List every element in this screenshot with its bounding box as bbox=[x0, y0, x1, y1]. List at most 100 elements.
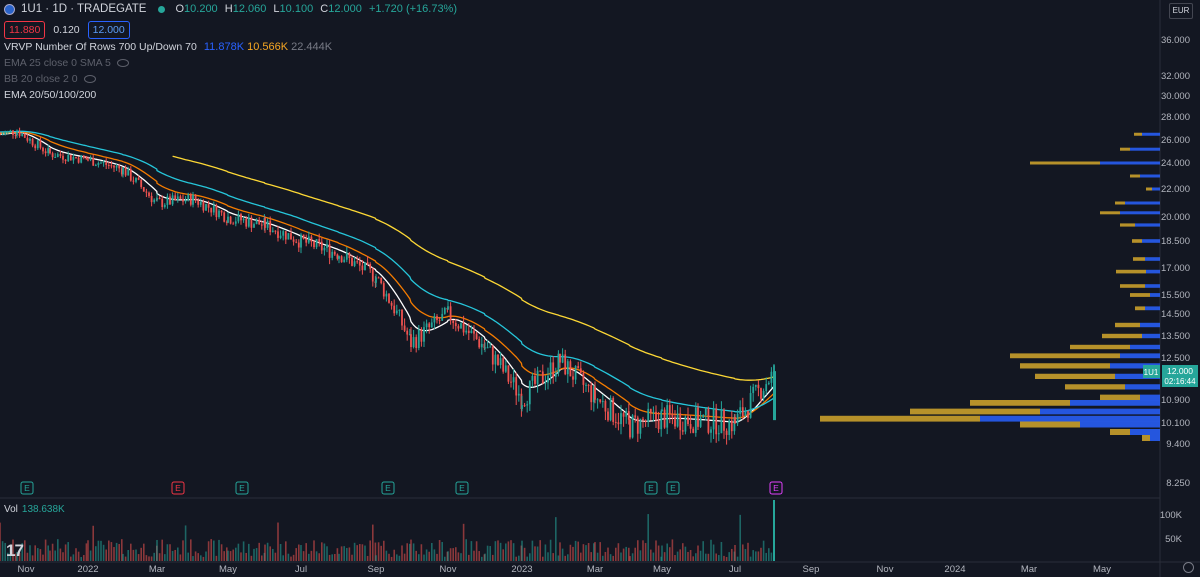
volume-bar bbox=[108, 540, 110, 561]
volume-bar bbox=[410, 539, 412, 561]
volume-bar bbox=[760, 547, 762, 561]
candle-body bbox=[14, 134, 17, 136]
ask-button[interactable]: 12.000 bbox=[87, 21, 130, 39]
volume-bar bbox=[242, 541, 245, 561]
candle-body bbox=[499, 358, 502, 365]
candle-body bbox=[174, 195, 177, 201]
candle-body bbox=[145, 191, 148, 193]
earnings-marker bbox=[644, 481, 658, 495]
volume-bar bbox=[549, 539, 552, 561]
volume-bar bbox=[689, 550, 692, 561]
candle-body bbox=[148, 192, 150, 196]
volume-bar bbox=[124, 556, 127, 561]
indicator-ema25[interactable]: EMA 25 close 0 SMA 5 bbox=[4, 57, 129, 69]
symbol-line[interactable]: 1U1 · 1D · TRADEGATE bbox=[21, 3, 147, 15]
candle-body bbox=[620, 413, 622, 425]
candle-body bbox=[433, 316, 436, 323]
candle-body bbox=[161, 198, 164, 208]
candle-body bbox=[596, 399, 599, 401]
tradingview-logo[interactable]: 17 bbox=[6, 541, 24, 560]
volume-bar bbox=[762, 540, 765, 561]
candle-body bbox=[16, 131, 18, 136]
volume-profile-up-bar bbox=[1142, 239, 1160, 243]
volume-bar bbox=[385, 550, 388, 561]
candle-body bbox=[351, 258, 353, 266]
candle-body bbox=[457, 326, 460, 329]
volume-bar bbox=[235, 547, 237, 561]
volume-bar bbox=[712, 544, 715, 561]
volume-bar bbox=[18, 552, 21, 561]
candle-body bbox=[517, 393, 520, 396]
volume-bar bbox=[529, 553, 531, 561]
volume-profile-up-bar bbox=[1070, 400, 1160, 406]
x-tick-label: Nov bbox=[877, 564, 894, 575]
candle-body bbox=[741, 407, 744, 416]
indicator-bb[interactable]: BB 20 close 2 0 bbox=[4, 73, 96, 85]
volume-bar bbox=[295, 548, 297, 561]
volume-bar bbox=[502, 549, 504, 561]
volume-bar bbox=[202, 556, 205, 561]
candle-body bbox=[113, 165, 115, 168]
candle-body bbox=[34, 145, 37, 149]
candle-body bbox=[179, 196, 182, 199]
candle-body bbox=[582, 372, 585, 385]
volume-bar bbox=[92, 525, 94, 561]
candle-body bbox=[94, 165, 97, 167]
y-tick-label: 18.500 bbox=[1161, 236, 1190, 247]
volume-bar bbox=[240, 552, 242, 561]
volume-profile-down-bar bbox=[970, 400, 1070, 406]
volume-profile-up-bar bbox=[1115, 373, 1160, 379]
settings-gear-icon[interactable] bbox=[1183, 562, 1194, 573]
volume-bar bbox=[118, 544, 120, 561]
candle-body bbox=[725, 430, 728, 435]
candle-body bbox=[557, 353, 560, 374]
volume-bar bbox=[127, 549, 129, 561]
candle-body bbox=[100, 162, 102, 164]
bid-button[interactable]: 11.880 bbox=[4, 21, 46, 39]
volume-bar bbox=[403, 553, 406, 561]
candle-body bbox=[699, 417, 702, 427]
volume-bar bbox=[226, 547, 228, 561]
candle-body bbox=[274, 230, 277, 232]
volume-bar bbox=[559, 542, 561, 561]
hidden-eye-icon[interactable] bbox=[116, 59, 129, 67]
volume-bar bbox=[153, 552, 155, 561]
vrvp-down-value: 10.566K bbox=[247, 41, 289, 53]
candle-body bbox=[89, 157, 92, 161]
candle-body bbox=[401, 309, 403, 326]
candle-body bbox=[604, 401, 607, 412]
volume-bar bbox=[587, 543, 590, 561]
candle-body bbox=[475, 333, 478, 340]
volume-bar bbox=[9, 548, 12, 561]
x-tick-label: May bbox=[1093, 564, 1111, 575]
candle-body bbox=[406, 330, 409, 335]
earnings-marker-label: E bbox=[385, 483, 391, 493]
candle-body bbox=[225, 221, 228, 223]
candle-body bbox=[681, 430, 684, 432]
indicator-vrvp[interactable]: VRVP Number Of Rows 700 Up/Down 70 11.87… bbox=[4, 41, 333, 53]
candle-body bbox=[460, 323, 462, 329]
candle-body bbox=[127, 169, 130, 176]
volume-bar bbox=[515, 556, 517, 561]
volume-bar bbox=[736, 556, 739, 561]
symbol-tag-label: 1U1 bbox=[1144, 368, 1159, 377]
volume-bar bbox=[1, 541, 4, 561]
volume-profile-down-bar bbox=[1035, 373, 1115, 379]
volume-bar bbox=[547, 552, 549, 561]
candle-body bbox=[202, 201, 205, 211]
volume-bar bbox=[315, 551, 318, 561]
candle-body bbox=[137, 178, 140, 180]
currency-button[interactable]: EUR bbox=[1169, 3, 1193, 19]
volume-bar bbox=[663, 552, 666, 561]
volume-profile-down-bar bbox=[1130, 293, 1150, 297]
earnings-marker-label: E bbox=[773, 483, 779, 493]
hidden-eye-icon[interactable] bbox=[83, 75, 96, 83]
candle-body bbox=[318, 239, 321, 242]
volume-profile-down-bar bbox=[1020, 421, 1080, 428]
candle-body bbox=[245, 218, 248, 227]
candle-body bbox=[69, 154, 72, 161]
volume-bar bbox=[412, 543, 415, 561]
indicator-ema-multi[interactable]: EMA 20/50/100/200 bbox=[4, 89, 97, 101]
volume-bar bbox=[70, 556, 72, 561]
